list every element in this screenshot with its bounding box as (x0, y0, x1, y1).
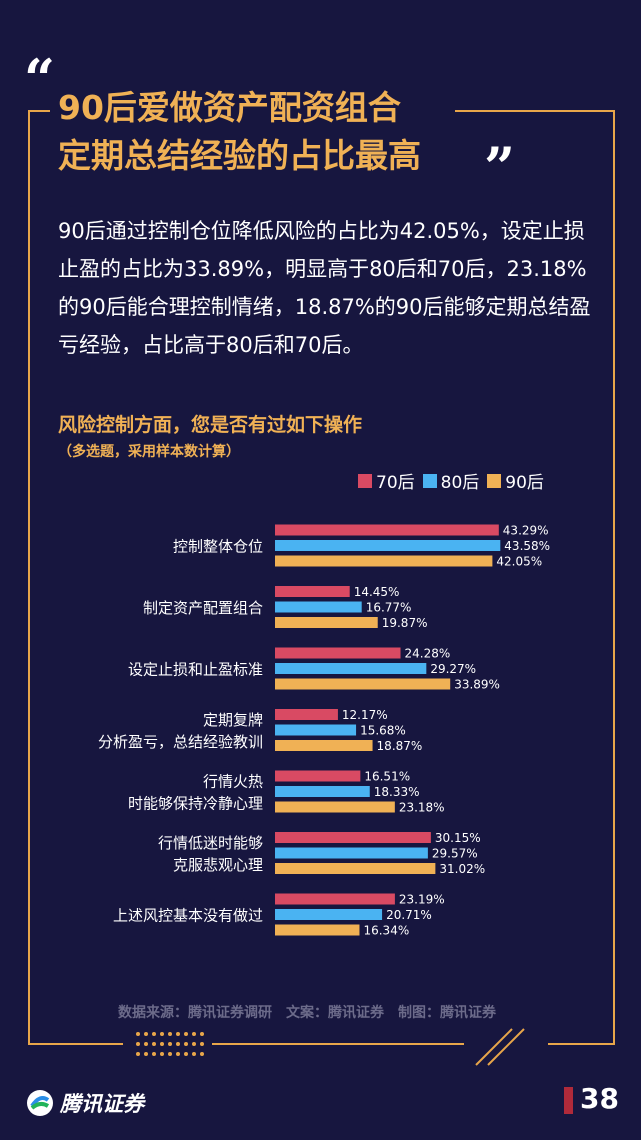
chart-subtitle: （多选题，采用样本数计算） (58, 444, 240, 460)
data-label: 18.87% (377, 739, 423, 753)
legend-label-70: 70后 (376, 473, 415, 493)
category-label: 分析盈亏，总结经验教训 (98, 733, 263, 751)
frame-bottom-mid (212, 1043, 464, 1045)
intro-paragraph: 90后通过控制仓位降低风险的占比为42.05%，设定止损止盈的占比为33.89%… (58, 219, 591, 357)
category-label: 行情火热 (203, 773, 263, 791)
bar (275, 740, 373, 751)
bar (275, 801, 395, 813)
data-label: 31.02% (439, 862, 485, 876)
data-label: 23.19% (399, 893, 445, 907)
data-label: 15.68% (360, 724, 406, 738)
data-label: 23.18% (399, 801, 445, 815)
bar (275, 617, 378, 628)
frame-top-right (455, 110, 615, 112)
open-quote-icon: “ (24, 47, 56, 111)
chart-legend: 70后 80后 90后 (358, 468, 544, 493)
data-label: 14.45% (354, 585, 400, 599)
data-label: 43.58% (504, 539, 550, 553)
data-label: 24.28% (405, 647, 451, 661)
category-label: 控制整体仓位 (173, 538, 263, 556)
page-number: 38 (580, 1082, 619, 1115)
category-label: 制定资产配置组合 (143, 599, 263, 617)
bar (275, 847, 428, 859)
frame-left (28, 110, 30, 1045)
legend-label-90: 90后 (505, 473, 544, 493)
bar (275, 601, 362, 613)
tencent-logo-icon (27, 1090, 53, 1116)
bar (275, 863, 436, 874)
frame-bottom-left (28, 1043, 123, 1045)
category-label: 上述风控基本没有做过 (113, 907, 263, 925)
decorative-slashes (475, 1028, 525, 1066)
legend-swatch-80 (422, 473, 437, 488)
bar (275, 709, 338, 720)
brand-logo: 腾讯证券 (26, 1088, 144, 1118)
bar (275, 678, 451, 690)
data-label: 16.51% (364, 770, 410, 784)
bar (275, 647, 401, 659)
chart-title: 风险控制方面，您是否有过如下操作 (58, 414, 363, 436)
page-marker (564, 1087, 573, 1114)
frame-right (613, 110, 615, 1045)
frame-bottom-right (548, 1043, 615, 1045)
legend-label-80: 80后 (440, 473, 480, 493)
bar (275, 786, 370, 797)
data-label: 29.27% (430, 662, 476, 676)
bar (275, 586, 350, 597)
category-label: 时能够保持冷静心理 (128, 795, 263, 813)
data-label: 20.71% (386, 908, 432, 922)
legend-swatch-90 (487, 473, 502, 488)
data-label: 12.17% (342, 708, 388, 722)
data-label: 19.87% (382, 616, 428, 630)
close-quote-icon: ” (484, 135, 516, 199)
category-label: 行情低迷时能够 (158, 834, 263, 852)
bar (275, 832, 431, 843)
bar (275, 663, 427, 674)
data-label: 16.77% (366, 601, 412, 615)
source-credit: 数据来源：腾讯证券调研 文案：腾讯证券 制图：腾讯证券 (118, 1005, 496, 1021)
legend-item-70: 70后 (358, 468, 415, 493)
logo-text: 腾讯证券 (60, 1092, 144, 1116)
page-title: 90后爱做资产配资组合 定期总结经验的占比最高 (58, 84, 421, 180)
bar (275, 724, 357, 736)
data-label: 16.34% (363, 924, 409, 938)
bar (275, 909, 383, 920)
decorative-dots (136, 1032, 204, 1056)
category-label: 设定止损和止盈标准 (128, 661, 263, 679)
category-label: 克服悲观心理 (173, 856, 263, 874)
bar (275, 540, 501, 551)
bar (275, 893, 395, 905)
data-label: 29.57% (432, 847, 478, 861)
title-line-1: 90后爱做资产配资组合 (58, 88, 401, 127)
legend-item-80: 80后 (422, 468, 480, 493)
bar (275, 924, 360, 936)
data-label: 18.33% (374, 785, 420, 799)
data-label: 43.29% (503, 524, 549, 538)
legend-item-90: 90后 (487, 468, 544, 493)
title-line-2: 定期总结经验的占比最高 (58, 136, 421, 175)
legend-swatch-70 (358, 473, 372, 488)
bar (275, 524, 499, 536)
data-label: 33.89% (454, 678, 500, 692)
bar (275, 555, 493, 567)
data-label: 30.15% (435, 831, 481, 845)
bar (275, 770, 361, 782)
frame-top-left (28, 110, 50, 112)
data-label: 42.05% (496, 555, 542, 569)
category-label: 定期复牌 (203, 711, 263, 729)
